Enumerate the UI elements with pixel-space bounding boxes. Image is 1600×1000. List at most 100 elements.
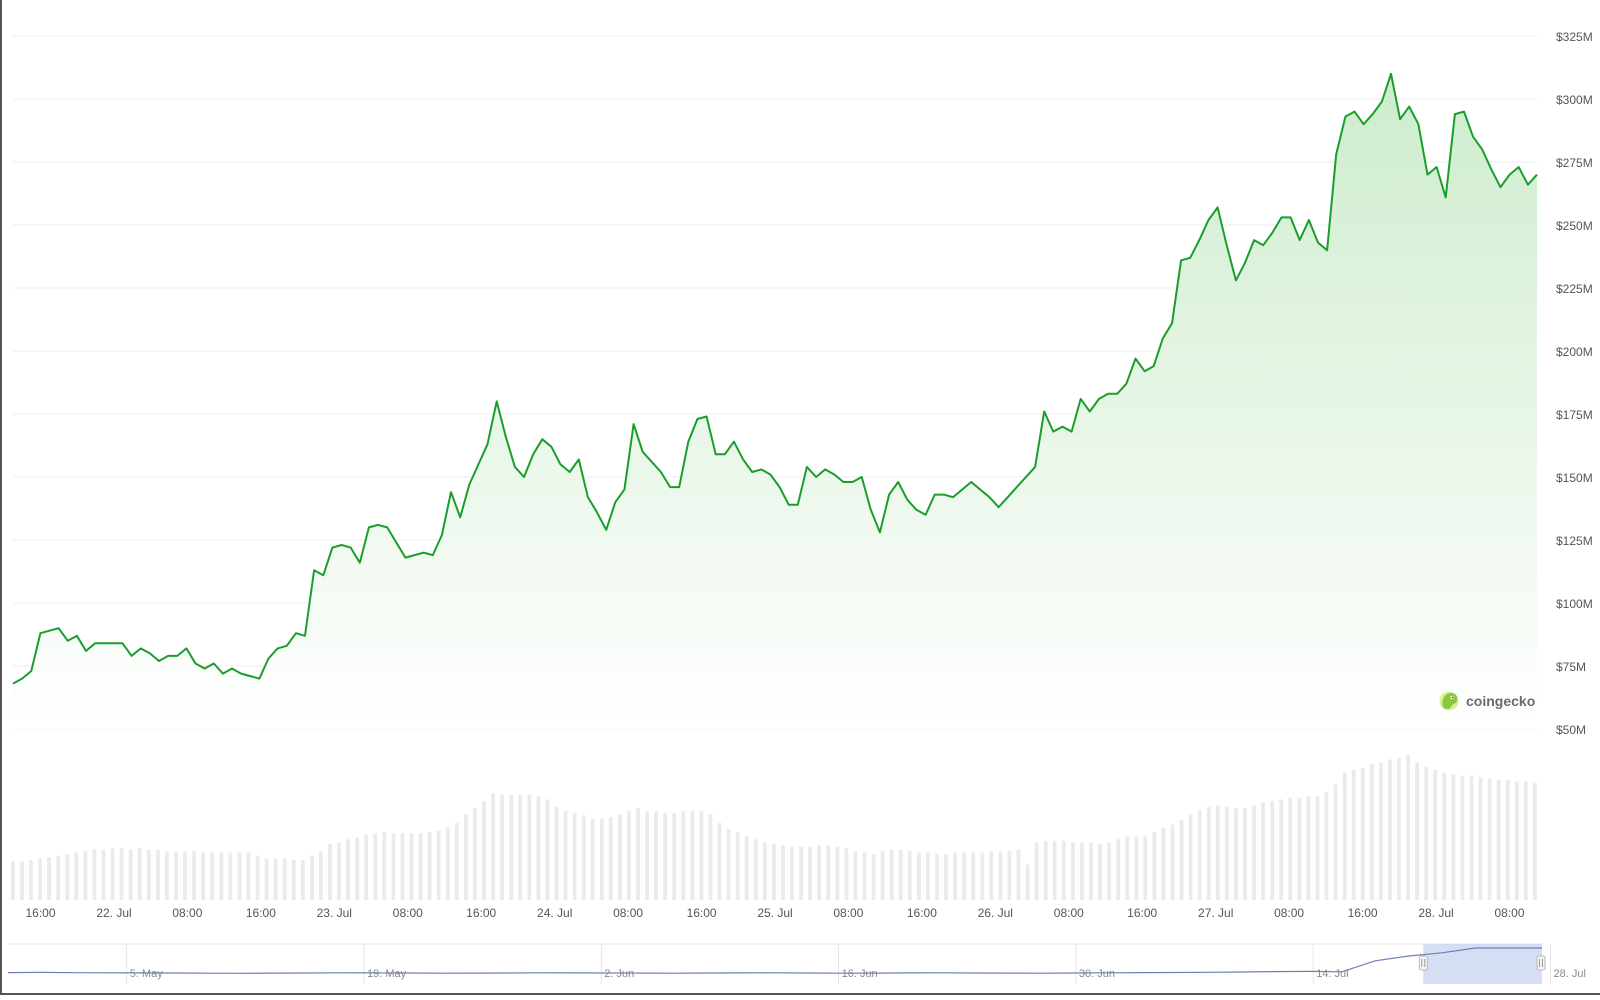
volume-bar: [410, 833, 414, 900]
volume-bar: [745, 836, 749, 900]
volume-bar: [555, 807, 559, 900]
x-tick-label: 16:00: [1348, 906, 1378, 920]
volume-bar: [681, 811, 685, 900]
volume-bar: [663, 813, 667, 900]
navigator-tick-label: 16. Jun: [842, 968, 878, 980]
volume-bar: [56, 856, 60, 900]
volume-bar: [781, 845, 785, 900]
volume-bar: [1134, 836, 1138, 900]
navigator-selection[interactable]: [1423, 944, 1542, 984]
volume-bar: [446, 828, 450, 901]
volume-bar: [219, 853, 223, 900]
volume-bar: [1098, 844, 1102, 900]
volume-bar: [718, 823, 722, 900]
volume-bar: [953, 853, 957, 900]
volume-bar: [11, 862, 15, 901]
volume-bar: [1415, 762, 1419, 900]
volume-bar: [183, 851, 187, 900]
volume-bar: [1270, 801, 1274, 900]
volume-bar: [564, 811, 568, 900]
navigator-tick-label: 19. May: [367, 968, 407, 980]
volume-bar: [1216, 805, 1220, 900]
volume-bar: [1143, 836, 1147, 900]
navigator-handle-right[interactable]: [1537, 956, 1545, 970]
volume-bar: [129, 850, 133, 900]
coingecko-watermark: coingecko: [1440, 692, 1536, 711]
volume-bar: [1062, 841, 1066, 900]
gecko-logo-icon: [1440, 692, 1459, 711]
y-tick-label: $50M: [1556, 723, 1586, 737]
volume-bar: [872, 854, 876, 900]
volume-bar: [1198, 810, 1202, 900]
volume-bar: [1053, 841, 1057, 900]
x-tick-label: 24. Jul: [537, 906, 572, 920]
navigator-tick-label: 28. Jul: [1554, 968, 1586, 980]
volume-bar: [573, 813, 577, 900]
volume-bar: [1533, 783, 1537, 900]
y-tick-label: $100M: [1556, 597, 1593, 611]
volume-bar: [29, 860, 33, 900]
volume-bar: [754, 839, 758, 900]
volume-bar: [826, 845, 830, 900]
volume-bar: [47, 857, 51, 900]
volume-bar: [473, 808, 477, 900]
x-tick-label: 27. Jul: [1198, 906, 1233, 920]
volume-bar: [537, 796, 541, 900]
volume-bar: [419, 833, 423, 900]
volume-bar: [192, 851, 196, 900]
volume-bar: [401, 833, 405, 900]
volume-bar: [1352, 770, 1356, 900]
y-tick-label: $200M: [1556, 345, 1593, 359]
volume-bar: [455, 823, 459, 900]
x-tick-label: 25. Jul: [757, 906, 792, 920]
x-tick-label: 08:00: [1274, 906, 1304, 920]
volume-bar: [890, 850, 894, 900]
y-tick-label: $275M: [1556, 156, 1593, 170]
volume-bar: [292, 860, 296, 900]
volume-bar: [736, 832, 740, 900]
volume-bar: [518, 795, 522, 900]
volume-bar: [582, 816, 586, 900]
volume-bar: [709, 814, 713, 900]
volume-bar: [763, 842, 767, 900]
volume-bar: [20, 862, 24, 901]
volume-bar: [591, 819, 595, 900]
volume-bar: [491, 793, 495, 900]
volume-bar: [500, 795, 504, 900]
y-tick-label: $225M: [1556, 282, 1593, 296]
volume-bar: [274, 859, 278, 900]
volume-bar: [971, 853, 975, 900]
y-tick-label: $325M: [1556, 30, 1593, 44]
volume-bar: [1261, 802, 1265, 900]
volume-bar: [627, 811, 631, 900]
volume-bar: [238, 853, 242, 900]
volume-bar: [319, 851, 323, 900]
volume-bar: [1397, 758, 1401, 900]
x-tick-label: 16:00: [25, 906, 55, 920]
volume-bar: [174, 851, 178, 900]
y-tick-label: $150M: [1556, 471, 1593, 485]
volume-bar: [609, 817, 613, 900]
volume-bar: [1080, 842, 1084, 900]
navigator-handle-left[interactable]: [1419, 956, 1427, 970]
volume-bar: [854, 851, 858, 900]
volume-bar: [1298, 798, 1302, 900]
volume-bar: [618, 814, 622, 900]
volume-bar: [1406, 755, 1410, 900]
volume-bar: [845, 848, 849, 900]
volume-bar: [355, 838, 359, 900]
volume-bar: [654, 811, 658, 900]
navigator-tick-label: 30. Jun: [1079, 968, 1115, 980]
volume-bar: [1243, 808, 1247, 900]
volume-bar: [509, 795, 513, 900]
y-tick-label: $75M: [1556, 660, 1586, 674]
volume-bar: [1252, 805, 1256, 900]
volume-bar: [600, 819, 604, 900]
volume-bar: [1515, 782, 1519, 900]
volume-bar: [265, 859, 269, 900]
x-tick-label: 23. Jul: [317, 906, 352, 920]
volume-bar: [917, 853, 921, 900]
x-tick-label: 22. Jul: [96, 906, 131, 920]
